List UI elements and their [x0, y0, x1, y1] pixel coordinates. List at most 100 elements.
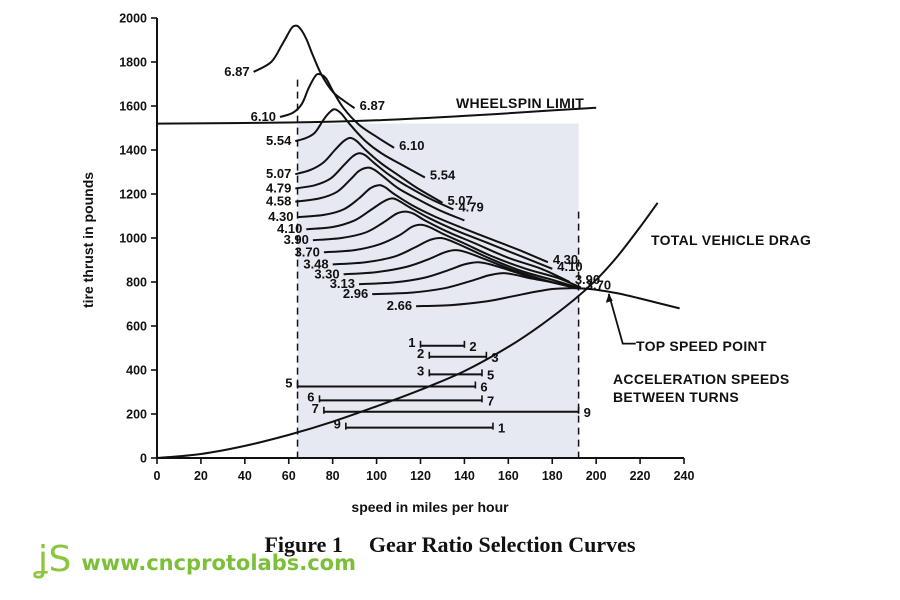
gear-label-left: 2.66	[387, 298, 412, 313]
y-tick-label: 1000	[119, 232, 147, 246]
watermark-logo: ʝS	[38, 539, 72, 580]
x-tick-label: 180	[542, 469, 563, 483]
watermark: ʝS www.cncprotolabs.com	[38, 542, 356, 578]
total-vehicle-drag-label: TOTAL VEHICLE DRAG	[651, 232, 811, 248]
gear-label-left: 6.87	[224, 64, 249, 79]
gear-label-left: 2.96	[343, 286, 368, 301]
accel-range-to-label: 7	[487, 393, 494, 408]
vertical-dashed-lines	[296, 79, 580, 458]
gear-label-right: 4.79	[458, 199, 483, 214]
top-speed-point-label: TOP SPEED POINT	[636, 338, 767, 354]
y-tick-label: 1400	[119, 144, 147, 158]
top-speed-curve	[578, 287, 680, 310]
x-tick-label: 240	[674, 469, 695, 483]
gear-label-left: 6.10	[251, 109, 276, 124]
accel-range-to-label: 2	[469, 339, 476, 354]
gear-label-right: 6.87	[360, 98, 385, 113]
x-tick-label: 0	[154, 469, 161, 483]
accel-range-from-label: 5	[285, 376, 292, 391]
limit-and-drag-curves	[156, 106, 680, 459]
gear-label-left: 3.70	[295, 244, 320, 259]
y-tick-label: 600	[126, 320, 147, 334]
shaded-region	[297, 123, 579, 458]
x-tick-label: 120	[410, 469, 431, 483]
accel-range-to-label: 3	[491, 350, 498, 365]
gear-label-left: 4.58	[266, 194, 291, 209]
gear-ratio-chart: 0 20 40 60 80 100 120 140 160 180 200 220 240 0 200 40…	[80, 12, 811, 516]
x-tick-label: 220	[630, 469, 651, 483]
acceleration-speeds-label-line2: BETWEEN TURNS	[613, 389, 739, 405]
accel-range-from-label: 6	[307, 389, 314, 404]
accel-range-from-label: 7	[312, 401, 319, 416]
figure-caption: Figure 1 Gear Ratio Selection Curves	[0, 532, 900, 558]
y-tick-label: 0	[140, 452, 147, 466]
gear-curve	[323, 223, 582, 289]
gear-curve	[312, 210, 571, 283]
figure-title: Gear Ratio Selection Curves	[368, 532, 636, 557]
y-tick-label: 1800	[119, 56, 147, 70]
accel-range-from-label: 9	[334, 417, 341, 432]
y-axis-ticks: 0 200 400 600 800 1000 1200 1400 1600 1800 2000	[119, 12, 157, 466]
gear-label-left: 4.79	[266, 181, 291, 196]
gear-curve	[343, 249, 579, 290]
gear-label-right: 4.30	[553, 252, 578, 267]
gear-curves	[253, 24, 586, 308]
gear-label-right: 5.54	[430, 168, 456, 183]
gear-label-right: 4.10	[557, 259, 582, 274]
gear-curve	[295, 166, 465, 222]
top-speed-arrowhead	[605, 293, 613, 303]
gear-label-left: 3.48	[303, 256, 328, 271]
y-tick-label: 2000	[119, 12, 147, 26]
gear-curve	[295, 152, 454, 211]
gear-curve	[279, 72, 395, 149]
y-tick-label: 400	[126, 364, 147, 378]
x-axis-ticks: 0 20 40 60 80 100 120 140 160 180 200 220 240	[154, 458, 695, 483]
x-tick-label: 80	[326, 469, 340, 483]
y-tick-label: 800	[126, 276, 147, 290]
x-tick-label: 160	[498, 469, 519, 483]
gear-label-left: 3.90	[284, 232, 309, 247]
gear-label-right: 6.10	[399, 138, 424, 153]
x-tick-label: 40	[238, 469, 252, 483]
x-tick-label: 200	[586, 469, 607, 483]
x-tick-label: 140	[454, 469, 475, 483]
wheelspin-limit-label: WHEELSPIN LIMIT	[456, 95, 584, 111]
y-axis-label: tire thrust in pounds	[80, 172, 96, 308]
accel-range-to-label: 5	[487, 367, 494, 382]
gear-curve	[294, 108, 426, 179]
total-vehicle-drag-curve	[156, 202, 659, 459]
top-speed-pointer	[607, 293, 636, 345]
gear-curve	[416, 287, 586, 308]
x-tick-label: 100	[366, 469, 387, 483]
y-tick-label: 1200	[119, 188, 147, 202]
accel-range-from-label: 2	[417, 346, 424, 361]
gear-curve	[297, 184, 549, 264]
figure-number: Figure 1	[264, 532, 343, 557]
watermark-url: www.cncprotolabs.com	[81, 551, 356, 575]
shaded-area	[297, 123, 579, 458]
accel-range-from-label: 3	[417, 363, 424, 378]
gear-label-right: 5.07	[447, 193, 472, 208]
acceleration-ranges: 1 22 33 55 66 77 99 1	[285, 335, 591, 436]
accel-range-from-label: 1	[408, 335, 415, 350]
gear-label-left: 5.54	[266, 133, 292, 148]
gear-curve	[372, 272, 582, 296]
gear-curve	[358, 261, 579, 290]
accel-range-to-label: 6	[480, 380, 487, 395]
y-tick-label: 200	[126, 408, 147, 422]
gear-label-left: 3.13	[330, 276, 355, 291]
x-tick-label: 60	[282, 469, 296, 483]
accel-range-to-label: 9	[584, 405, 591, 420]
gear-curve	[253, 24, 356, 110]
acceleration-speeds-label-line1: ACCELERATION SPEEDS	[613, 371, 790, 387]
gear-curve	[332, 236, 582, 290]
gear-curve	[306, 197, 553, 270]
gear-label-left: 5.07	[266, 166, 291, 181]
gear-curve	[295, 136, 444, 204]
wheelspin-limit-line	[156, 106, 597, 125]
gear-label-left: 4.30	[268, 209, 293, 224]
accel-range-to-label: 1	[498, 421, 505, 436]
gear-label-left: 4.10	[277, 221, 302, 236]
gear-label-left: 3.30	[314, 266, 339, 281]
